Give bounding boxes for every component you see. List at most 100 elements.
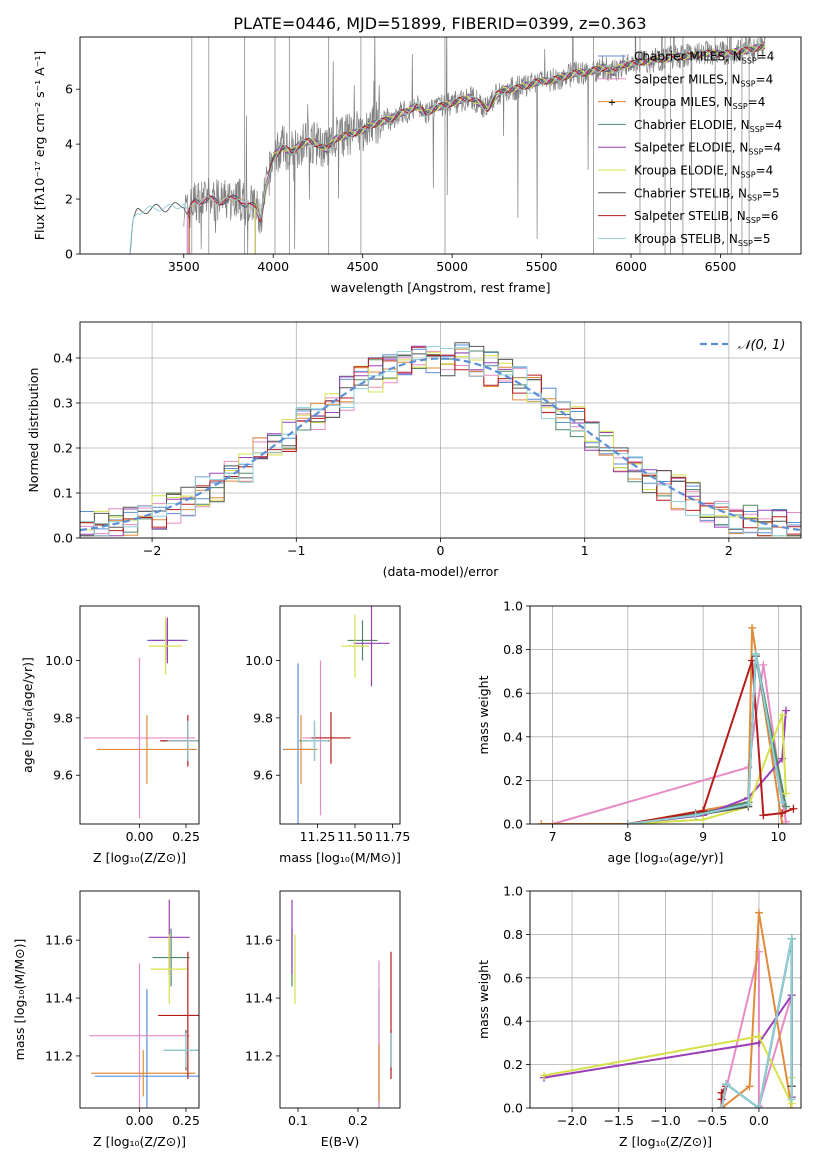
x-axis-label: age [log₁₀(age/yr)]: [608, 850, 724, 865]
plot-area: [80, 342, 801, 537]
weight-marker-6: [540, 1071, 549, 1080]
x-tick-label: −0.5: [697, 1113, 727, 1128]
x-axis-label: Z [log₁₀(Z/Z⊙)]: [619, 1134, 712, 1149]
y-tick-label: 0.4: [503, 1014, 523, 1029]
y-tick-label: 0.4: [503, 729, 523, 744]
weight-marker-8: [789, 804, 798, 813]
x-tick-label: 0.00: [126, 1113, 154, 1128]
y-tick-label: 4: [65, 137, 73, 152]
panel-mass-vs-Z: 0.00 0.25 11.2 11.4 11.6 Z [log₁₀(Z/Z⊙)] mass …: [12, 890, 200, 1149]
histogram-step-9: [80, 346, 801, 537]
x-tick-label: 11.75: [375, 829, 411, 844]
axes-frame: [79, 36, 802, 255]
legend-label-6: Kroupa ELODIE, NSSP=4: [634, 164, 773, 180]
x-tick-label: 0.00: [126, 829, 154, 844]
legend-label-9: Kroupa STELIB, NSSP=5: [634, 232, 771, 248]
y-tick-label: 0.8: [503, 642, 523, 657]
weight-line-1: [627, 655, 784, 824]
x-tick-label: 0.25: [172, 829, 200, 844]
y-tick-label: 0.3: [53, 396, 73, 411]
axes-frame: [279, 890, 401, 1109]
x-tick-label: 0.2: [348, 1113, 368, 1128]
y-tick-label: 0.2: [503, 773, 523, 788]
weight-marker-6: [778, 711, 787, 719]
legend-label-7: Chabrier STELIB, NSSP=5: [634, 186, 780, 202]
y-axis-label: mass weight: [476, 960, 491, 1039]
weight-line-9: [720, 938, 793, 1108]
histogram-step-6: [80, 351, 801, 537]
y-tick-label: 11.6: [45, 933, 73, 948]
axes-frame: [79, 321, 802, 539]
x-tick-label: −1.0: [650, 1113, 680, 1128]
y-tick-label: 0.4: [53, 351, 73, 366]
x-axis-label: Z [log₁₀(Z/Z⊙)]: [93, 1134, 186, 1149]
y-tick-label: 11.4: [245, 991, 273, 1006]
weight-marker-6: [781, 789, 790, 798]
weight-marker-9: [751, 649, 760, 658]
x-tick-label: 9: [699, 829, 707, 844]
y-axis-label: age [log₁₀(age/yr)]: [20, 657, 35, 773]
weight-marker-2: [781, 817, 790, 824]
y-tick-label: 0.0: [503, 1101, 523, 1116]
gaussian-reference-line: [80, 357, 801, 532]
y-tick-label: 0.1: [53, 486, 73, 501]
x-tick-label: −1.5: [604, 1113, 634, 1128]
model-line-6: [254, 45, 766, 254]
y-axis-label: mass weight: [476, 675, 491, 754]
model-line-9: [129, 42, 765, 254]
weight-marker-9: [691, 811, 700, 820]
weight-marker-9: [787, 934, 796, 943]
weight-marker-9: [744, 800, 753, 809]
y-tick-label: 1.0: [503, 884, 523, 899]
x-tick-label: 0.1: [288, 1113, 308, 1128]
weight-marker-8: [778, 809, 787, 818]
weight-marker-9: [722, 1080, 731, 1089]
x-tick-label: 6500: [705, 259, 737, 274]
plot-area: [291, 899, 392, 1108]
x-tick-label: 5000: [436, 259, 468, 274]
y-axis-label: mass [log₁₀(M/M⊙)]: [12, 939, 27, 1061]
x-tick-label: −2: [143, 543, 161, 558]
x-tick-label: 0: [437, 543, 445, 558]
plot-area: [537, 623, 798, 824]
y-axis-label: Flux [fλ10⁻¹⁷ erg cm⁻² s⁻¹ A⁻¹]: [32, 51, 47, 240]
y-tick-label: 1.0: [503, 599, 523, 614]
y-tick-label: 2: [65, 192, 73, 207]
y-tick-label: 9.8: [53, 710, 73, 725]
weight-marker-5: [781, 706, 790, 715]
x-tick-label: 6000: [615, 259, 647, 274]
weight-marker-9: [778, 798, 787, 807]
weight-marker-3: [754, 908, 763, 917]
panel-age-vs-Z: 0.00 0.25 9.6 9.8 10.0 Z [log₁₀(Z/Z⊙)] age [lo…: [20, 605, 200, 865]
weight-marker-2: [548, 820, 557, 824]
x-axis-label: wavelength [Angstrom, rest frame]: [330, 280, 550, 295]
model-line-5: [254, 44, 766, 254]
weight-line-7: [627, 655, 784, 824]
weight-marker-3: [778, 820, 787, 824]
weight-marker-6: [754, 1032, 763, 1041]
weight-line-6: [543, 1035, 793, 1105]
plot-area: [540, 908, 796, 1108]
axes-frame: [79, 890, 200, 1109]
x-tick-label: 7: [549, 829, 557, 844]
spectrum-legend: Chabrier MILES, NSSP=4 Salpeter MILES, NS…: [598, 50, 782, 248]
y-tick-label: 10.0: [45, 653, 73, 668]
x-tick-label: 1: [581, 543, 589, 558]
y-axis-label: Normed distribution: [26, 368, 41, 493]
y-tick-label: 11.2: [245, 1048, 273, 1063]
weight-line-8: [627, 660, 794, 824]
y-tick-label: 0.2: [503, 1057, 523, 1072]
weight-marker-6: [699, 815, 708, 824]
legend-label-2: Salpeter MILES, NSSP=4: [634, 72, 773, 88]
y-tick-label: 9.6: [253, 768, 273, 783]
x-tick-label: −1: [287, 543, 305, 558]
y-tick-label: 0.0: [503, 817, 523, 832]
x-tick-label: 0.0: [749, 1113, 769, 1128]
plot-area: [129, 37, 766, 254]
model-line-7: [129, 43, 765, 254]
weight-marker-3: [745, 1082, 754, 1091]
y-tick-label: 11.4: [45, 991, 73, 1006]
x-tick-label: 10: [770, 829, 786, 844]
panel-mass-vs-ebv: 0.1 0.2 11.2 11.4 11.6 E(B-V): [245, 890, 401, 1149]
